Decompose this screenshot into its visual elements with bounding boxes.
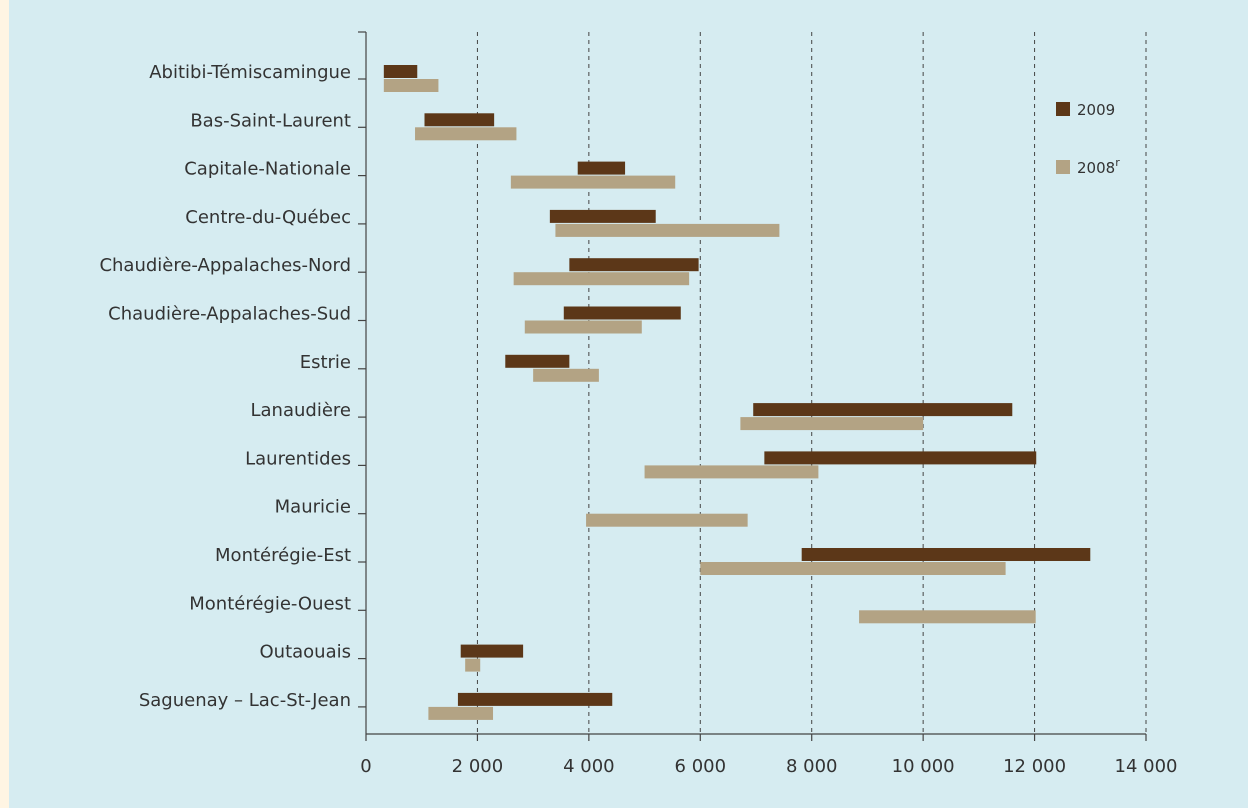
bar-2008r-12: [465, 658, 481, 672]
bar-2008r-2: [510, 175, 676, 189]
x-tick-label: 0: [360, 756, 371, 777]
category-label: Capitale-Nationale: [184, 159, 351, 180]
grid-lines: [476, 32, 1147, 734]
bar-2008r-5: [524, 320, 642, 334]
category-label: Abitibi-Témiscamingue: [149, 62, 351, 83]
bar-2009-10: [801, 548, 1091, 561]
category-label: Mauricie: [275, 497, 351, 518]
chart-panel: [9, 9, 1239, 799]
bar-2009-0: [383, 65, 418, 78]
category-label: Estrie: [300, 352, 351, 373]
x-tick-label: 6 000: [675, 756, 727, 777]
bar-2009-1: [424, 113, 495, 127]
bar-2009-3: [549, 209, 656, 223]
bar-2009-4: [569, 258, 699, 272]
category-label: Centre-du-Québec: [185, 207, 351, 228]
bar-2009-5: [563, 306, 681, 320]
bar-2009-2: [577, 161, 626, 175]
x-tick-label: 12 000: [1003, 756, 1066, 777]
legend-label-2009: 2009: [1077, 101, 1115, 119]
legend-swatch-2008r: [1056, 160, 1070, 174]
legend: 2009 2008r: [1056, 101, 1120, 177]
bar-2008r-10: [700, 562, 1006, 575]
bar-2008r-1: [415, 127, 517, 141]
bar-2009-8: [764, 451, 1037, 465]
category-label: Chaudière-Appalaches-Nord: [99, 255, 351, 276]
x-tick-label: 14 000: [1115, 756, 1178, 777]
bar-2009-13: [457, 692, 613, 706]
bar-2008r-3: [555, 223, 780, 237]
bar-2008r-6: [533, 368, 599, 382]
bar-2008r-9: [586, 513, 748, 527]
bar-2009-12: [460, 644, 524, 658]
x-tick-label: 8 000: [786, 756, 838, 777]
category-label: Chaudière-Appalaches-Sud: [108, 304, 351, 325]
legend-swatch-2009: [1056, 102, 1070, 116]
category-label: Montérégie-Ouest: [189, 593, 351, 614]
bars: [383, 65, 1091, 720]
x-tick-label: 10 000: [892, 756, 955, 777]
category-label: Montérégie-Est: [215, 545, 351, 566]
x-tick-label: 2 000: [452, 756, 504, 777]
x-tick-label: 4 000: [563, 756, 615, 777]
category-labels: Abitibi-Témiscamingue Bas-Saint-Laurent Ca…: [99, 62, 351, 711]
category-label: Laurentides: [245, 448, 351, 469]
bar-2008r-0: [383, 79, 439, 92]
x-tick-labels: 0 2 000 4 000 6 000 8 000 10 000 12 000 14 000: [360, 756, 1177, 777]
category-label: Lanaudière: [251, 400, 352, 421]
bar-2009-7: [753, 403, 1013, 417]
category-label: Saguenay – Lac-St-Jean: [139, 690, 351, 711]
axes: [358, 31, 1147, 741]
bar-2008r-4: [513, 272, 690, 286]
bar-2008r-13: [428, 706, 494, 720]
bar-2009-6: [505, 354, 570, 368]
category-label: Outaouais: [260, 642, 352, 663]
bar-2008r-11: [859, 610, 1036, 624]
bar-2008r-8: [644, 465, 819, 479]
legend-label-2008r: 2008r: [1077, 156, 1120, 177]
category-label: Bas-Saint-Laurent: [190, 110, 351, 131]
bar-2008r-7: [740, 417, 924, 431]
